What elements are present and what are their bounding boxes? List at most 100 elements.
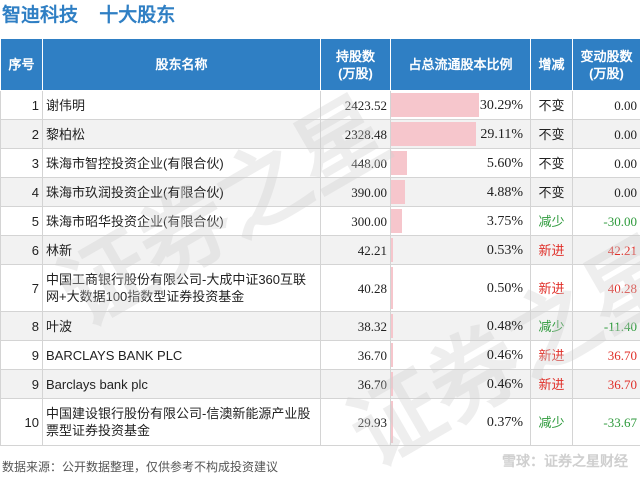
cell-shares: 2423.52 (321, 91, 391, 120)
cell-index: 5 (1, 207, 43, 236)
cell-index: 9 (1, 370, 43, 399)
ratio-text: 4.88% (394, 184, 527, 201)
cell-index: 2 (1, 120, 43, 149)
cell-ratio: 5.60% (391, 149, 531, 178)
cell-holder-name: 珠海市昭华投资企业(有限合伙) (43, 207, 321, 236)
column-header-ratio: 占总流通股本比例 (391, 39, 531, 91)
cell-holder-name: 中国工商银行股份有限公司-大成中证360互联网+大数据100指数型证券投资基金 (43, 265, 321, 312)
ratio-text: 0.46% (394, 347, 527, 364)
cell-shares: 36.70 (321, 341, 391, 370)
cell-ratio: 4.88% (391, 178, 531, 207)
ratio-text: 0.50% (394, 280, 527, 297)
table-header-row: 序号 股东名称 持股数 (万股) 占总流通股本比例 增减 变动股数 (万股) (1, 39, 640, 91)
ratio-text: 5.60% (394, 155, 527, 172)
cell-change: 新进 (531, 341, 573, 370)
page-title: 智迪科技 十大股东 (2, 2, 175, 30)
cell-change: 不变 (531, 120, 573, 149)
cell-change: 不变 (531, 149, 573, 178)
cell-change: 减少 (531, 207, 573, 236)
cell-shares: 448.00 (321, 149, 391, 178)
ratio-text: 30.29% (394, 97, 527, 114)
ratio-text: 0.48% (394, 318, 527, 335)
ratio-bar (391, 238, 393, 262)
cell-change: 不变 (531, 178, 573, 207)
cell-change: 减少 (531, 399, 573, 446)
cell-holder-name: 谢伟明 (43, 91, 321, 120)
ratio-bar (391, 401, 393, 443)
company-name: 智迪科技 (2, 5, 78, 26)
cell-holder-name: 中国建设银行股份有限公司-信澳新能源产业股票型证券投资基金 (43, 399, 321, 446)
cell-shares: 390.00 (321, 178, 391, 207)
cell-index: 4 (1, 178, 43, 207)
cell-index: 9 (1, 341, 43, 370)
ratio-text: 0.46% (394, 376, 527, 393)
cell-holder-name: 林新 (43, 236, 321, 265)
cell-ratio: 0.46% (391, 370, 531, 399)
cell-index: 3 (1, 149, 43, 178)
column-header-delta: 变动股数 (万股) (573, 39, 640, 91)
cell-ratio: 29.11% (391, 120, 531, 149)
cell-shares: 40.28 (321, 265, 391, 312)
brand-logo-text: 雪球：证券之星财经 (502, 451, 628, 471)
cell-change: 新进 (531, 265, 573, 312)
cell-delta: 0.00 (573, 149, 640, 178)
cell-ratio: 3.75% (391, 207, 531, 236)
ratio-bar (391, 343, 393, 367)
cell-holder-name: 珠海市玖润投资企业(有限合伙) (43, 178, 321, 207)
cell-index: 8 (1, 312, 43, 341)
cell-delta: 0.00 (573, 178, 640, 207)
cell-index: 10 (1, 399, 43, 446)
cell-change: 新进 (531, 370, 573, 399)
cell-delta: 0.00 (573, 120, 640, 149)
cell-shares: 2328.48 (321, 120, 391, 149)
cell-holder-name: 黎柏松 (43, 120, 321, 149)
cell-ratio: 0.46% (391, 341, 531, 370)
cell-holder-name: 珠海市智控投资企业(有限合伙) (43, 149, 321, 178)
cell-delta: 36.70 (573, 341, 640, 370)
ratio-text: 3.75% (394, 213, 527, 230)
cell-delta: 0.00 (573, 91, 640, 120)
column-header-name: 股东名称 (43, 39, 321, 91)
cell-shares: 300.00 (321, 207, 391, 236)
cell-ratio: 30.29% (391, 91, 531, 120)
cell-shares: 36.70 (321, 370, 391, 399)
cell-delta: -33.67 (573, 399, 640, 446)
cell-delta: 40.28 (573, 265, 640, 312)
cell-ratio: 0.48% (391, 312, 531, 341)
cell-shares: 42.21 (321, 236, 391, 265)
ratio-text: 0.37% (394, 414, 527, 431)
cell-delta: -30.00 (573, 207, 640, 236)
cell-delta: 36.70 (573, 370, 640, 399)
ratio-text: 0.53% (394, 242, 527, 259)
data-source-note: 数据来源：公开数据整理，仅供参考不构成投资建议 (2, 458, 278, 475)
section-title: 十大股东 (99, 5, 175, 26)
cell-shares: 29.93 (321, 399, 391, 446)
ratio-bar (391, 314, 393, 338)
ratio-bar (391, 267, 393, 309)
cell-holder-name: 叶波 (43, 312, 321, 341)
cell-holder-name: BARCLAYS BANK PLC (43, 341, 321, 370)
column-header-shares: 持股数 (万股) (321, 39, 391, 91)
ratio-text: 29.11% (394, 126, 527, 143)
cell-index: 7 (1, 265, 43, 312)
cell-delta: 42.21 (573, 236, 640, 265)
cell-ratio: 0.50% (391, 265, 531, 312)
cell-change: 不变 (531, 91, 573, 120)
cell-shares: 38.32 (321, 312, 391, 341)
cell-ratio: 0.37% (391, 399, 531, 446)
column-header-change: 增减 (531, 39, 573, 91)
shareholders-table: 序号 股东名称 持股数 (万股) 占总流通股本比例 增减 变动股数 (万股) 1… (0, 38, 640, 446)
cell-change: 新进 (531, 236, 573, 265)
cell-index: 6 (1, 236, 43, 265)
cell-delta: -11.40 (573, 312, 640, 341)
